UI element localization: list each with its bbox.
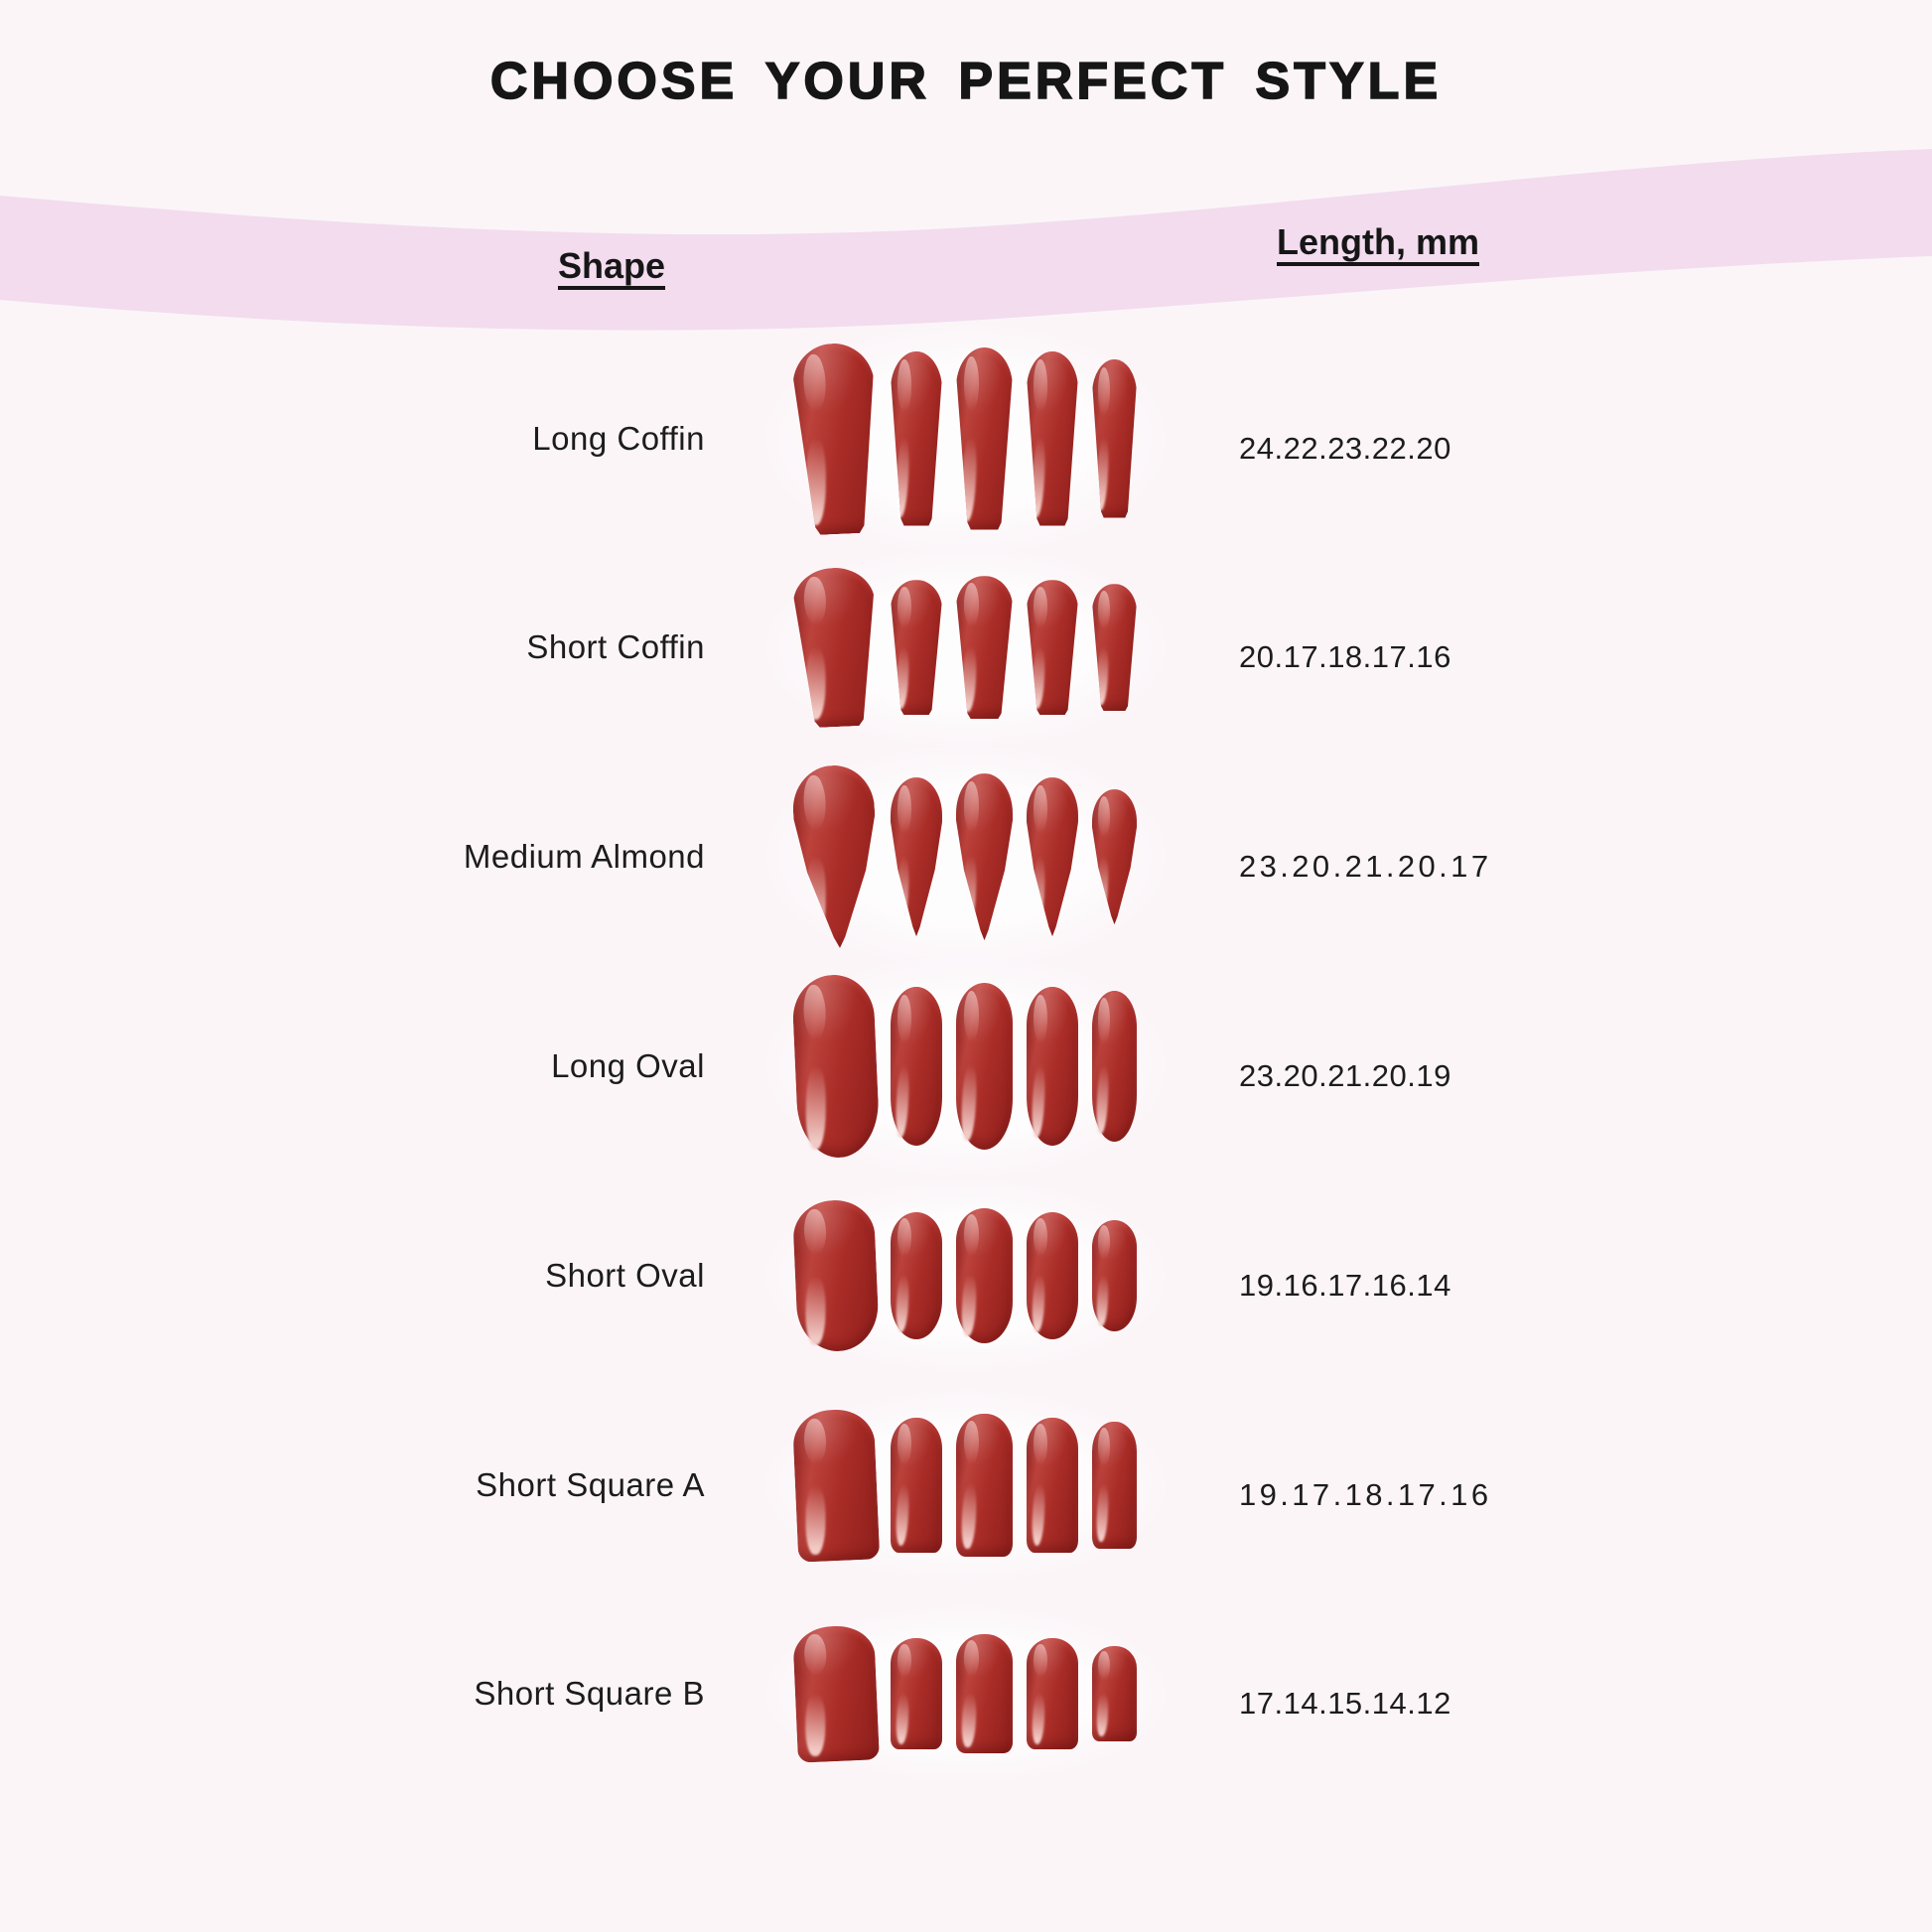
nail-image — [956, 773, 1013, 941]
nail-image — [791, 342, 881, 535]
nail-image — [1092, 358, 1137, 518]
shape-name-label: Long Coffin — [532, 419, 705, 457]
page-title: CHOOSE YOUR PERFECT STYLE — [489, 52, 1443, 111]
nail-set — [761, 744, 1171, 971]
lengths-value: 23.20.21.20.17 — [1239, 849, 1492, 885]
nail-image — [1092, 1646, 1137, 1742]
nail-image — [791, 1407, 881, 1563]
nail-image — [1092, 1421, 1137, 1549]
nail-image — [956, 1634, 1013, 1754]
lengths-value: 19.17.18.17.16 — [1239, 1476, 1492, 1512]
nail-image — [1027, 777, 1078, 937]
nail-image — [791, 1197, 881, 1353]
shape-name-label: Long Oval — [551, 1046, 705, 1084]
nail-image — [1027, 350, 1078, 526]
nail-image — [956, 982, 1013, 1150]
nail-set — [761, 952, 1171, 1179]
shape-row: Short Square A 19.17.18.17.16 — [0, 1380, 1932, 1589]
nail-set — [761, 1387, 1171, 1583]
nail-image — [891, 1211, 942, 1339]
lengths-value: 24.22.23.22.20 — [1239, 430, 1451, 466]
nail-set — [761, 546, 1171, 750]
nail-image — [1027, 1417, 1078, 1553]
shape-name-label: Medium Almond — [463, 838, 705, 876]
lengths-value: 20.17.18.17.16 — [1239, 639, 1451, 675]
nail-set — [761, 321, 1171, 556]
lengths-value: 17.14.15.14.12 — [1239, 1686, 1451, 1722]
nail-image — [792, 567, 881, 729]
nail-image — [791, 973, 881, 1160]
shape-column-header: Shape — [557, 245, 666, 286]
nail-set — [761, 1177, 1171, 1373]
lengths-value: 19.16.17.16.14 — [1239, 1267, 1451, 1303]
nail-image — [956, 346, 1013, 530]
nail-image — [1092, 789, 1137, 925]
nail-image — [792, 1624, 880, 1764]
nail-image — [1092, 584, 1137, 712]
lengths-value: 23.20.21.20.19 — [1239, 1057, 1451, 1093]
nail-image — [1027, 580, 1078, 716]
nail-image — [1027, 1211, 1078, 1339]
pink-wave-path — [0, 149, 1932, 331]
nail-image — [891, 1638, 942, 1750]
length-column-header: Length, mm — [1277, 221, 1479, 262]
nail-image — [791, 763, 881, 949]
shape-name-label: Short Oval — [545, 1256, 705, 1294]
shape-row: Long Coffin 24.22.23.22.20 — [0, 321, 1932, 556]
nail-image — [956, 576, 1013, 720]
nail-image — [891, 580, 942, 716]
shape-row: Long Oval 23.20.21.20.19 — [0, 952, 1932, 1179]
nail-image — [1092, 1219, 1137, 1331]
nail-image — [891, 350, 942, 526]
nail-image — [956, 1207, 1013, 1343]
shape-row: Medium Almond 23.20.21.20.17 — [0, 744, 1932, 971]
shape-row: Short Square B 17.14.15.14.12 — [0, 1589, 1932, 1799]
nail-image — [1092, 990, 1137, 1142]
shape-row: Short Coffin 20.17.18.17.16 — [0, 543, 1932, 753]
nail-image — [891, 1417, 942, 1553]
shape-row: Short Oval 19.16.17.16.14 — [0, 1171, 1932, 1380]
nail-set — [761, 1604, 1171, 1784]
nail-image — [956, 1413, 1013, 1557]
shape-name-label: Short Square B — [474, 1675, 705, 1713]
nail-image — [891, 986, 942, 1146]
shape-name-label: Short Square A — [476, 1465, 705, 1503]
nail-image — [1027, 986, 1078, 1146]
nail-image — [1027, 1638, 1078, 1750]
shape-name-label: Short Coffin — [526, 628, 705, 666]
nail-image — [891, 777, 942, 937]
